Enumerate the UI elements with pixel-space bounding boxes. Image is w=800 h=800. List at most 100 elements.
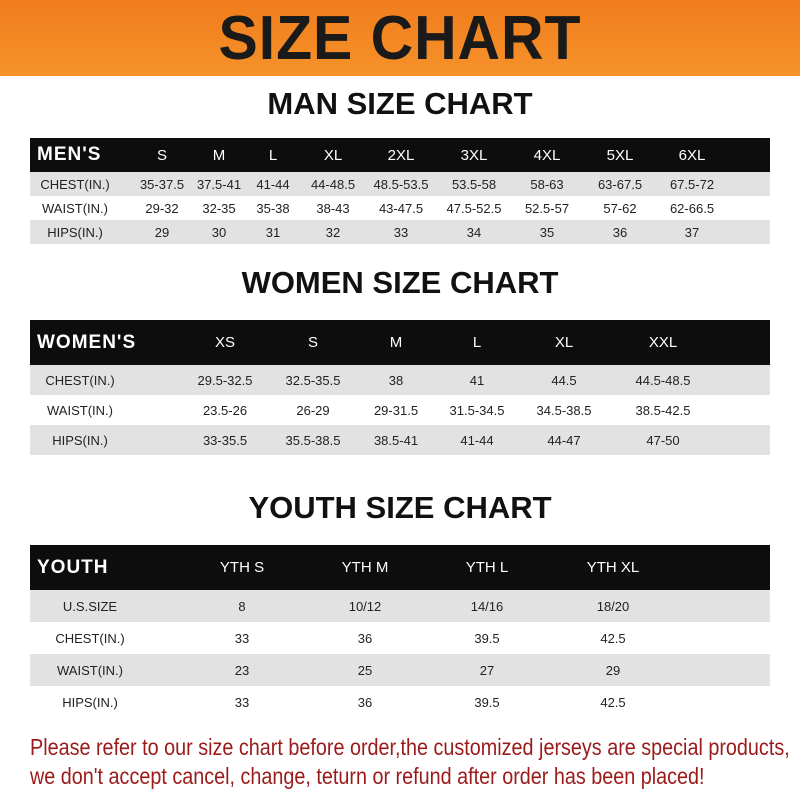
- youth-title: YOUTH SIZE CHART: [248, 490, 552, 525]
- table-cell: 29: [154, 224, 170, 240]
- table-cell: 8: [238, 598, 246, 614]
- table-cell: YTH XL: [586, 559, 640, 576]
- table-row: WAIST(IN.) 29-32 32-35 35-38 38-43 43-47.5 47.…: [30, 196, 770, 220]
- table-cell: 37.5-41: [196, 176, 242, 192]
- table-cell: 31: [265, 224, 281, 240]
- table-cell: 53.5-58: [451, 176, 497, 192]
- table-cell: 33: [393, 224, 409, 240]
- table-cell: 14/16: [470, 598, 504, 614]
- header-row: YOUTH YTH S YTH M YTH L YTH XL: [30, 545, 770, 590]
- table-cell: 35-37.5: [139, 176, 185, 192]
- row-label: WAIST(IN.): [47, 402, 113, 418]
- table-cell: M: [212, 146, 226, 164]
- women-title: WOMEN SIZE CHART: [241, 265, 559, 300]
- table-cell: 38-43: [316, 200, 350, 216]
- table-cell: 37: [684, 224, 700, 240]
- table-cell: YTH M: [341, 559, 389, 576]
- table-cell: XL: [323, 146, 343, 164]
- table-cell: XS: [214, 334, 236, 351]
- table-cell: 39.5: [474, 630, 500, 646]
- table-cell: 44-47: [547, 432, 581, 448]
- table-cell: 29-32: [145, 200, 179, 216]
- table-cell: 35.5-38.5: [285, 432, 341, 448]
- table-cell: 39.5: [474, 694, 500, 710]
- row-label: CHEST(IN.): [55, 630, 125, 646]
- table-cell: XL: [554, 334, 574, 351]
- table-cell: 29-31.5: [373, 402, 419, 418]
- table-row: CHEST(IN.) 29.5-32.5 32.5-35.5 38 41 44.5 44.5…: [30, 365, 770, 395]
- table-cell: 32.5-35.5: [285, 372, 341, 388]
- table-cell: 32-35: [202, 200, 236, 216]
- banner: SIZE CHART: [0, 0, 800, 76]
- table-cell: 62-66.5: [669, 200, 715, 216]
- table-row: WAIST(IN.) 23.5-26 26-29 29-31.5 31.5-34.5 34…: [30, 395, 770, 425]
- row-label: CHEST(IN.): [40, 176, 110, 192]
- table-cell: 23: [234, 662, 250, 678]
- table-cell: 42.5: [600, 630, 626, 646]
- table-cell: 44-48.5: [310, 176, 356, 192]
- table-cell: L: [268, 146, 278, 164]
- table-cell: 41: [469, 372, 485, 388]
- table-cell: YTH L: [465, 559, 509, 576]
- table-cell: 41-44: [460, 432, 494, 448]
- table-cell: 38.5-42.5: [635, 402, 691, 418]
- notice-line-2: we don't accept cancel, change, teturn o…: [30, 763, 705, 789]
- men-title: MAN SIZE CHART: [267, 86, 533, 121]
- table-cell: 2XL: [387, 146, 415, 164]
- header-row: MEN'S S M L XL 2XL 3XL 4XL 5XL 6XL: [30, 138, 770, 172]
- table-cell: M: [389, 334, 403, 351]
- header-row: WOMEN'S XS S M L XL XXL: [30, 320, 770, 365]
- row-label: HIPS(IN.): [47, 224, 103, 240]
- table-cell: 34: [466, 224, 482, 240]
- notice-line-1: Please refer to our size chart before or…: [30, 734, 790, 760]
- table-cell: 23.5-26: [202, 402, 248, 418]
- table-cell: 33: [234, 694, 250, 710]
- table-cell: 25: [357, 662, 373, 678]
- row-label: YOUTH: [37, 556, 109, 578]
- table-cell: S: [156, 146, 168, 164]
- row-label: WAIST(IN.): [42, 200, 108, 216]
- table-cell: 35: [539, 224, 555, 240]
- table-row: CHEST(IN.) 33 36 39.5 42.5: [30, 622, 770, 654]
- table-cell: 6XL: [678, 146, 706, 164]
- table-cell: 36: [357, 694, 373, 710]
- table-cell: 33-35.5: [202, 432, 248, 448]
- table-row: HIPS(IN.) 29 30 31 32 33 34 35 36 37: [30, 220, 770, 244]
- table-cell: 58-63: [530, 176, 564, 192]
- table-cell: 29.5-32.5: [197, 372, 253, 388]
- table-cell: 38: [388, 372, 404, 388]
- row-label: WOMEN'S: [37, 331, 137, 353]
- table-cell: 41-44: [256, 176, 290, 192]
- table-cell: 38.5-41: [373, 432, 419, 448]
- table-cell: 26-29: [296, 402, 330, 418]
- table-cell: 47-50: [646, 432, 680, 448]
- table-cell: 31.5-34.5: [449, 402, 505, 418]
- banner-title: SIZE CHART: [218, 3, 582, 73]
- row-label: HIPS(IN.): [52, 432, 108, 448]
- table-cell: 29: [605, 662, 621, 678]
- table-cell: 35-38: [256, 200, 290, 216]
- table-row: HIPS(IN.) 33-35.5 35.5-38.5 38.5-41 41-44 44-…: [30, 425, 770, 455]
- table-cell: 44.5-48.5: [635, 372, 691, 388]
- table-cell: 36: [357, 630, 373, 646]
- table-row: U.S.SIZE 8 10/12 14/16 18/20: [30, 590, 770, 622]
- table-cell: XXL: [648, 334, 678, 351]
- table-cell: 34.5-38.5: [536, 402, 592, 418]
- table-cell: 47.5-52.5: [446, 200, 502, 216]
- table-cell: 48.5-53.5: [373, 176, 429, 192]
- table-cell: YTH S: [219, 559, 265, 576]
- table-cell: L: [472, 334, 482, 351]
- row-label: U.S.SIZE: [62, 598, 118, 614]
- table-cell: 10/12: [348, 598, 382, 614]
- table-cell: 27: [479, 662, 495, 678]
- table-row: HIPS(IN.) 33 36 39.5 42.5: [30, 686, 770, 718]
- row-label: MEN'S: [37, 144, 102, 165]
- table-cell: 5XL: [606, 146, 634, 164]
- table-row: WAIST(IN.) 23 25 27 29: [30, 654, 770, 686]
- table-cell: 18/20: [596, 598, 630, 614]
- table-cell: 63-67.5: [597, 176, 643, 192]
- table-cell: 36: [612, 224, 628, 240]
- table-cell: S: [307, 334, 319, 351]
- table-cell: 30: [211, 224, 227, 240]
- table-row: CHEST(IN.) 35-37.5 37.5-41 41-44 44-48.5 48.5…: [30, 172, 770, 196]
